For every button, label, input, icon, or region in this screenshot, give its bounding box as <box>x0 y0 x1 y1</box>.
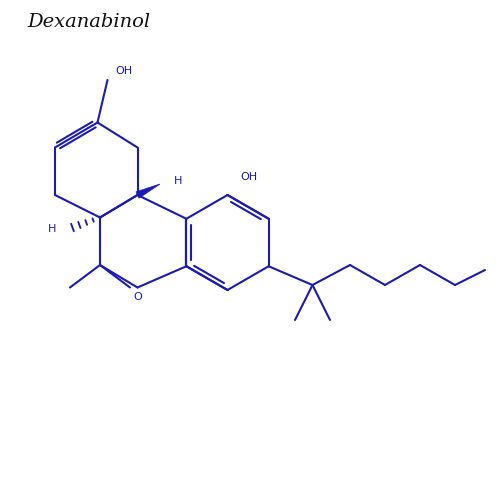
Polygon shape <box>136 184 160 198</box>
Text: Dexanabinol: Dexanabinol <box>28 14 150 32</box>
Text: H: H <box>48 224 56 234</box>
Text: OH: OH <box>115 66 132 76</box>
Text: O: O <box>133 292 142 302</box>
Text: H: H <box>174 176 182 186</box>
Text: OH: OH <box>240 172 257 182</box>
